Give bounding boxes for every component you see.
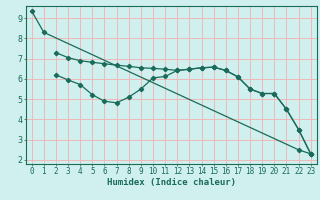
X-axis label: Humidex (Indice chaleur): Humidex (Indice chaleur) — [107, 178, 236, 187]
